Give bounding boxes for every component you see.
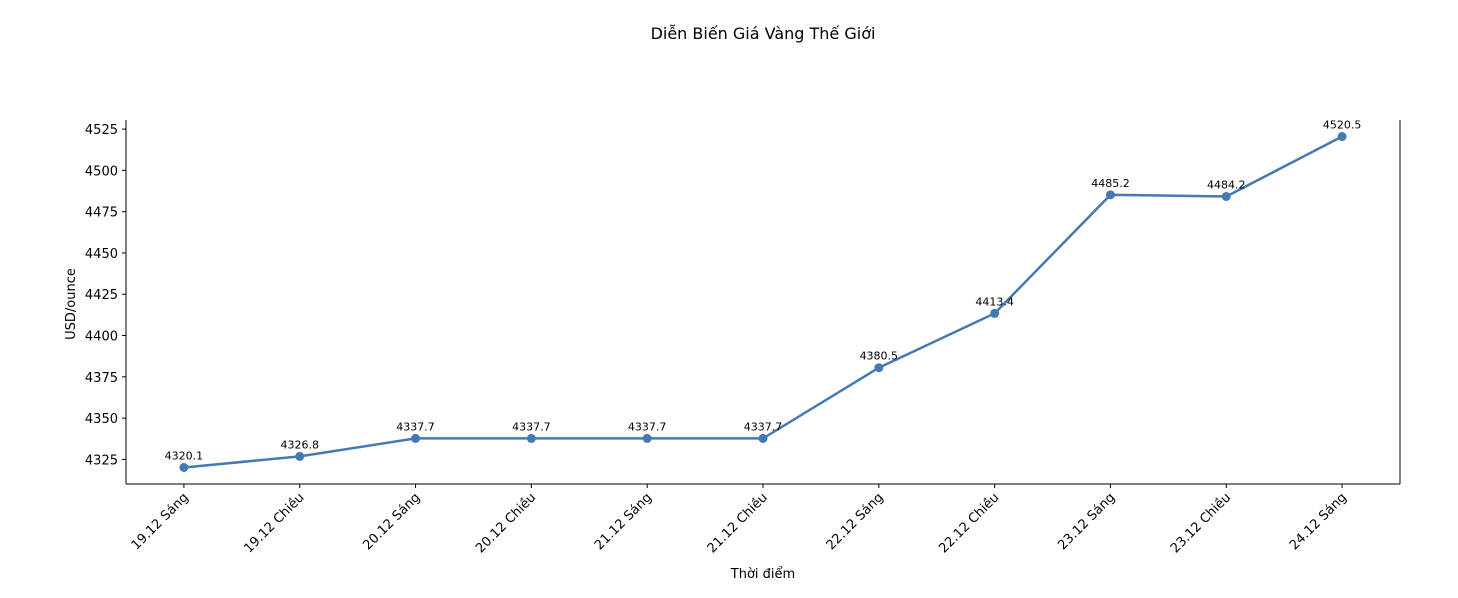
y-tick-label: 4400 xyxy=(85,330,118,345)
data-label: 4337.7 xyxy=(628,420,667,433)
y-tick-label: 4425 xyxy=(85,288,118,303)
series-line xyxy=(183,135,1343,469)
x-tick-label: 22.12 Chiều xyxy=(936,490,1002,556)
x-tick-label: 19.12 Sáng xyxy=(129,490,192,553)
data-label: 4484.2 xyxy=(1207,178,1246,191)
data-label: 4520.5 xyxy=(1323,119,1362,132)
data-label: 4413.4 xyxy=(975,295,1014,308)
x-tick-label: 19.12 Chiều xyxy=(241,490,307,556)
data-point xyxy=(758,433,768,443)
data-point xyxy=(642,433,652,443)
data-point xyxy=(295,451,305,461)
data-label: 4320.1 xyxy=(165,449,204,462)
data-label: 4485.2 xyxy=(1091,177,1130,190)
data-label: 4337.7 xyxy=(744,420,783,433)
data-point xyxy=(1221,191,1231,201)
y-tick-label: 4475 xyxy=(85,206,118,221)
x-tick-label: 21.12 Chiều xyxy=(705,490,771,556)
x-tick-label: 20.12 Chiều xyxy=(473,490,539,556)
data-point xyxy=(1105,190,1115,200)
data-label: 4337.7 xyxy=(396,420,435,433)
x-tick-label: 23.12 Chiều xyxy=(1168,490,1234,556)
y-tick-label: 4450 xyxy=(85,247,118,262)
x-tick-label: 22.12 Sáng xyxy=(824,490,887,553)
y-tick-label: 4375 xyxy=(85,371,118,386)
x-tick-label: 24.12 Sáng xyxy=(1287,490,1350,553)
y-tick-label: 4325 xyxy=(85,453,118,468)
data-point xyxy=(1337,132,1347,142)
chart-title: Diễn Biến Giá Vàng Thế Giới xyxy=(651,24,876,43)
data-point xyxy=(526,433,536,443)
data-label: 4380.5 xyxy=(860,350,899,363)
x-axis-label: Thời điểm xyxy=(730,567,795,582)
y-tick-label: 4525 xyxy=(85,123,118,138)
y-axis-label: USD/ounce xyxy=(64,268,79,340)
data-point xyxy=(179,462,189,472)
data-point xyxy=(411,433,421,443)
x-tick-label: 20.12 Sáng xyxy=(360,490,423,553)
data-point xyxy=(874,363,884,373)
x-tick-label: 23.12 Sáng xyxy=(1055,490,1118,553)
x-tick-label: 21.12 Sáng xyxy=(592,490,655,553)
y-tick-label: 4500 xyxy=(85,164,118,179)
data-point xyxy=(990,308,1000,318)
y-tick-label: 4350 xyxy=(85,412,118,427)
data-label: 4326.8 xyxy=(280,438,319,451)
data-label: 4337.7 xyxy=(512,420,551,433)
